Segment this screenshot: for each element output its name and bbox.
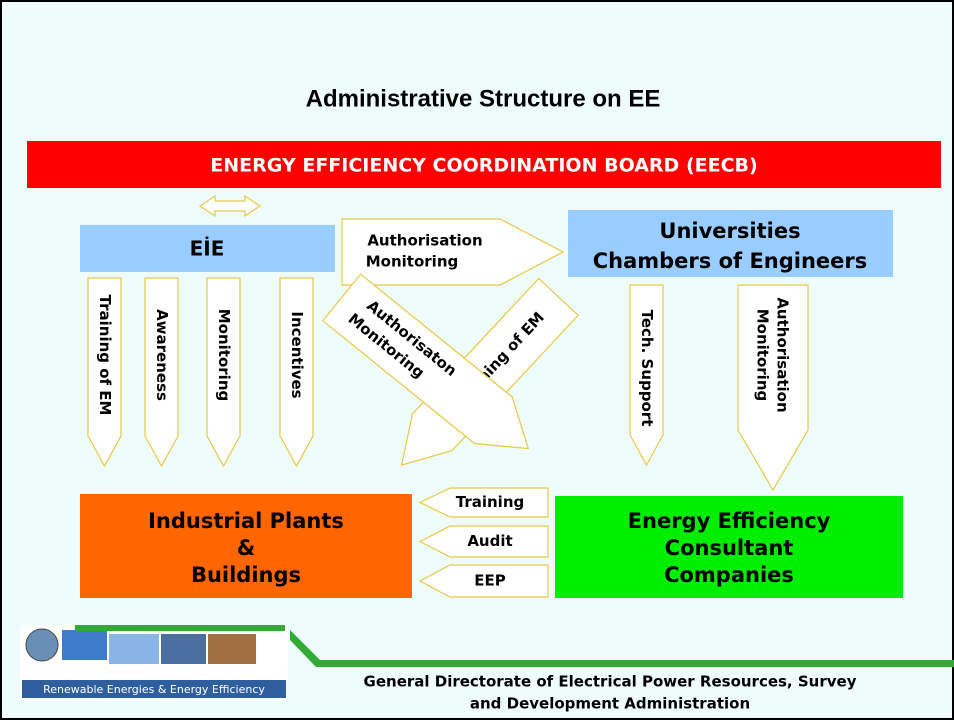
universities-label: Chambers of Engineers: [593, 249, 868, 273]
slide: Administrative Structure on EE ENERGY EF…: [0, 0, 954, 720]
consultants-label: Companies: [664, 563, 794, 587]
arrow-label: Training: [456, 493, 524, 511]
arrow-label: Awareness: [153, 309, 171, 401]
arrow-label: Training of EM: [96, 295, 114, 416]
eie-label: EİE: [190, 237, 225, 261]
industrial-label: &: [237, 536, 255, 560]
arrow-label: Monitoring: [754, 309, 772, 401]
board-label: ENERGY EFFICIENCY COORDINATION BOARD (EE…: [210, 155, 757, 177]
arrow-label: Tech. Support: [638, 310, 656, 427]
logo-image: [109, 634, 159, 664]
industrial-label: Industrial Plants: [148, 509, 344, 533]
arrow-label: Authorisation: [367, 232, 482, 250]
footer-text: and Development Administration: [470, 695, 750, 713]
arrow-label: Incentives: [288, 311, 306, 398]
logo-image: [161, 634, 206, 664]
footer-text: General Directorate of Electrical Power …: [364, 673, 857, 691]
arrow-label: EEP: [474, 572, 506, 590]
arrow-label: Monitoring: [366, 253, 458, 271]
arrow-label: Audit: [467, 532, 512, 550]
universities-label: Universities: [659, 219, 800, 243]
title: Administrative Structure on EE: [306, 85, 661, 112]
logo-caption: Renewable Energies & Energy Efficiency: [43, 683, 265, 696]
arrow-label: Authorisation: [774, 297, 792, 412]
industrial-label: Buildings: [191, 563, 301, 587]
logo-stripe: [75, 625, 285, 631]
consultants-label: Consultant: [665, 536, 794, 560]
consultants-label: Energy Efficiency: [628, 509, 831, 533]
logo-image: [62, 630, 107, 660]
arrow-label: Monitoring: [215, 309, 233, 401]
logo-emblem: [26, 629, 58, 661]
logo-image: [208, 634, 256, 664]
